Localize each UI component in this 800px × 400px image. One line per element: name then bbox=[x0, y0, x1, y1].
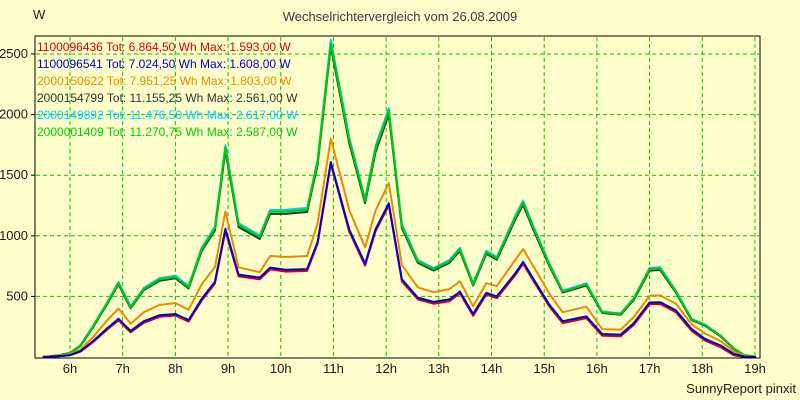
series-line-2000150622 bbox=[42, 137, 756, 358]
legend: 1100096436 Tot: 6.864,50 Wh Max: 1.593,0… bbox=[37, 39, 297, 141]
x-tick-label: 14h bbox=[481, 361, 503, 376]
legend-item: 2000149892 Tot: 11.476,50 Wh Max: 2.617,… bbox=[37, 108, 298, 122]
chart-title: Wechselrichtervergleich vom 26.08.2009 bbox=[282, 9, 518, 24]
y-tick-label: 2500 bbox=[0, 46, 28, 61]
plot-border bbox=[34, 35, 761, 359]
y-tick-label: 500 bbox=[6, 288, 28, 303]
legend-item: 2000154799 Tot: 11.155,25 Wh Max: 2.561,… bbox=[37, 91, 298, 105]
y-tick-label: 2000 bbox=[0, 107, 28, 122]
series-line-1100096541 bbox=[42, 161, 756, 358]
y-tick-label: 1500 bbox=[0, 167, 28, 182]
x-tick-label: 16h bbox=[586, 361, 608, 376]
x-tick-label: 8h bbox=[168, 361, 182, 376]
x-tick-label: 11h bbox=[323, 361, 344, 376]
x-tick-label: 9h bbox=[221, 361, 235, 376]
x-tick-label: 12h bbox=[375, 361, 397, 376]
footer-credit: SunnyReport pinxit bbox=[686, 381, 796, 396]
x-tick-label: 13h bbox=[428, 361, 450, 376]
x-tick-label: 19h bbox=[744, 361, 766, 376]
x-tick-label: 7h bbox=[115, 361, 129, 376]
series-line-2000001409 bbox=[42, 42, 756, 358]
legend-item: 1100096541 Tot: 7.024,50 Wh Max: 1.608,0… bbox=[37, 57, 291, 71]
y-tick-label: 1000 bbox=[0, 228, 28, 243]
x-tick-label: 17h bbox=[639, 361, 661, 376]
legend-item: 1100096436 Tot: 6.864,50 Wh Max: 1.593,0… bbox=[37, 40, 291, 54]
x-tick-label: 6h bbox=[63, 361, 77, 376]
x-tick-label: 18h bbox=[691, 361, 713, 376]
x-tick-label: 10h bbox=[270, 361, 292, 376]
y-axis-unit-label: W bbox=[33, 7, 46, 22]
legend-item: 2000150622 Tot: 7.951,25 Wh Max: 1.803,0… bbox=[37, 74, 292, 88]
legend-item: 2000001409 Tot: 11.270,75 Wh Max: 2.587,… bbox=[37, 125, 298, 139]
x-tick-label: 15h bbox=[533, 361, 555, 376]
